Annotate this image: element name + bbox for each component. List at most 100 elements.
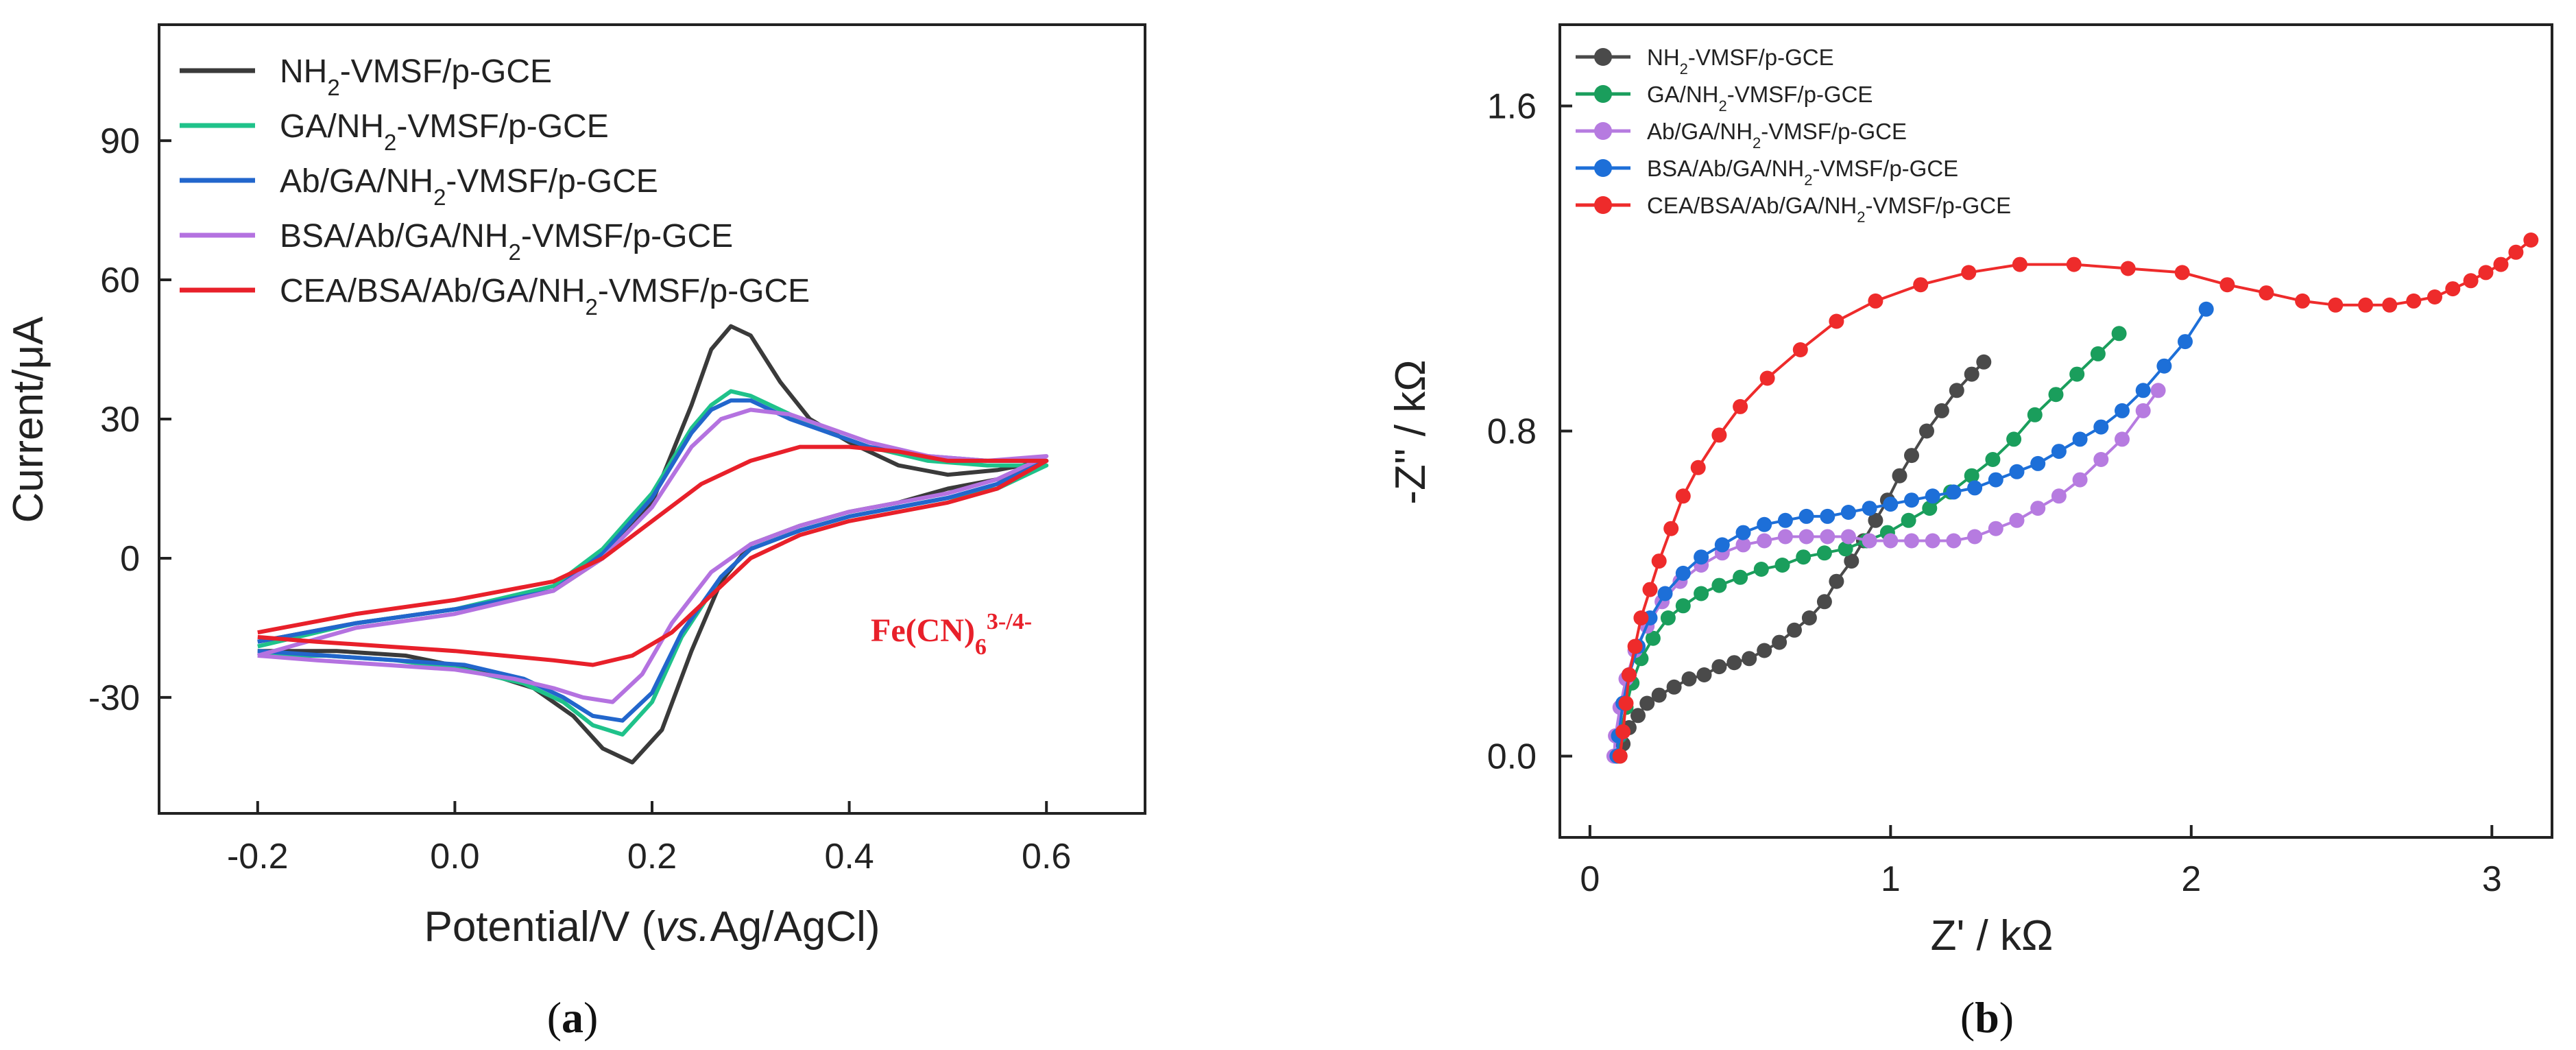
eis-legend-marker-4 — [1594, 159, 1612, 177]
eis-data-point — [1946, 484, 1962, 500]
eis-data-point — [1820, 508, 1835, 524]
eis-data-point — [1757, 643, 1772, 658]
eis-data-point — [2027, 407, 2043, 422]
eis-data-point — [1985, 452, 2001, 467]
eis-data-point — [2030, 455, 2046, 471]
eis-data-point — [1675, 488, 1691, 504]
eis-data-point — [1829, 313, 1844, 329]
eis-data-point — [1820, 529, 1835, 545]
eis-data-point — [1711, 577, 1727, 593]
cv-y-tick-label: 0 — [120, 539, 140, 579]
eis-data-point — [1772, 634, 1787, 650]
eis-x-tick-label: 3 — [2482, 859, 2502, 899]
eis-data-point — [2382, 297, 2398, 313]
eis-legend: NH2-VMSF/p-GCE GA/NH2-VMSF/p-GCE Ab/GA/NH2… — [1576, 45, 2011, 226]
eis-data-point — [1844, 553, 1859, 569]
eis-data-point — [1829, 573, 1844, 589]
eis-data-point — [2051, 444, 2067, 460]
eis-data-point — [1862, 501, 1877, 516]
cv-legend-label-5: CEA/BSA/Ab/GA/NH2-VMSF/p-GCE — [280, 273, 810, 320]
eis-data-point — [1642, 582, 1658, 597]
eis-data-point — [1922, 501, 1938, 516]
eis-legend-marker-1 — [1594, 48, 1612, 66]
eis-data-point — [1967, 529, 1983, 545]
fe-cn-annotation: Fe(CN)63-/4- — [871, 609, 1032, 660]
cv-series-line-1 — [257, 324, 1049, 765]
cv-series-line-5 — [257, 444, 1049, 667]
cv-x-tick-label: 0.6 — [1022, 837, 1071, 876]
eis-data-point — [1988, 472, 2003, 488]
eis-data-point — [1988, 521, 2003, 536]
eis-data-point — [1690, 460, 1706, 475]
eis-data-point — [1666, 679, 1682, 695]
eis-data-point — [2358, 297, 2374, 313]
eis-data-point — [1777, 529, 1793, 545]
eis-data-point — [2093, 419, 2109, 435]
eis-data-point — [1757, 516, 1772, 532]
eis-data-point — [2427, 289, 2442, 305]
eis-x-axis-label: Z' / kΩ — [1931, 912, 2054, 959]
eis-data-point — [2135, 403, 2151, 418]
cv-y-axis-label: Current/μA — [5, 316, 52, 523]
eis-data-point — [1627, 639, 1643, 654]
eis-data-point — [2120, 261, 2136, 276]
eis-plot-frame — [1558, 23, 2553, 839]
eis-data-point — [1735, 537, 1751, 553]
cv-series-line-2 — [257, 389, 1049, 737]
eis-data-point — [1883, 497, 1899, 512]
eis-data-point — [2156, 358, 2172, 374]
eis-data-point — [1681, 671, 1697, 687]
eis-data-point — [1792, 342, 1808, 357]
eis-data-point — [1964, 468, 1979, 484]
eis-data-point — [1946, 533, 1962, 549]
eis-data-point — [1726, 655, 1742, 671]
eis-data-point — [1798, 529, 1814, 545]
eis-data-point — [1714, 537, 1730, 553]
cv-x-tick-label: 0.4 — [824, 837, 874, 876]
eis-data-point — [2051, 488, 2067, 504]
eis-data-point — [1733, 569, 1748, 585]
eis-data-point — [2090, 346, 2106, 361]
eis-data-point — [2072, 472, 2088, 488]
eis-data-point — [1621, 667, 1637, 682]
eis-legend-marker-2 — [1594, 85, 1612, 103]
eis-data-point — [2478, 265, 2494, 281]
eis-y-axis-label: -Z'' / kΩ — [1387, 359, 1434, 504]
eis-legend-marker-3 — [1594, 122, 1612, 140]
eis-data-point — [1904, 492, 1919, 508]
eis-x-tick-label: 0 — [1580, 859, 1600, 899]
eis-data-point — [2493, 256, 2509, 272]
cv-y-tick-label: 60 — [100, 261, 140, 300]
eis-data-point — [2178, 334, 2193, 350]
eis-data-point — [2445, 281, 2461, 297]
eis-data-point — [2030, 501, 2046, 516]
cv-series-line-4 — [256, 407, 1049, 704]
eis-data-point — [1777, 512, 1793, 528]
eis-data-point — [1913, 277, 1929, 293]
eis-data-point — [1892, 468, 1907, 484]
eis-data-point — [1615, 724, 1631, 739]
eis-y-tick-label: 0.8 — [1487, 412, 1537, 452]
cv-legend-label-3: Ab/GA/NH2-VMSF/p-GCE — [280, 163, 658, 210]
eis-data-point — [2093, 452, 2109, 467]
eis-data-point — [1840, 505, 1856, 520]
eis-data-point — [1919, 423, 1934, 439]
eis-series-1 — [1612, 354, 1992, 764]
eis-legend-label-4: BSA/Ab/GA/NH2-VMSF/p-GCE — [1647, 156, 1958, 189]
eis-legend-label-1: NH2-VMSF/p-GCE — [1647, 45, 1834, 77]
cv-legend-label-1: NH2-VMSF/p-GCE — [280, 53, 552, 100]
eis-legend-marker-5 — [1594, 196, 1612, 214]
eis-data-point — [1901, 512, 1916, 528]
eis-data-point — [2069, 366, 2085, 382]
eis-data-point — [2009, 464, 2025, 479]
cv-legend-label-4: BSA/Ab/GA/NH2-VMSF/p-GCE — [280, 218, 733, 265]
eis-data-point — [2111, 326, 2127, 342]
eis-y-tick-label: 1.6 — [1487, 87, 1537, 127]
eis-data-point — [1774, 558, 1790, 573]
eis-data-point — [1961, 265, 1977, 281]
eis-data-point — [2115, 431, 2130, 447]
eis-chart-panel: 0 1 2 3 0.0 0.8 1.6 NH2-VMSF/p-GCE GA/NH2-VMSF/… — [1387, 23, 2553, 1042]
eis-data-point — [2295, 293, 2311, 309]
eis-data-point — [1925, 488, 1940, 504]
